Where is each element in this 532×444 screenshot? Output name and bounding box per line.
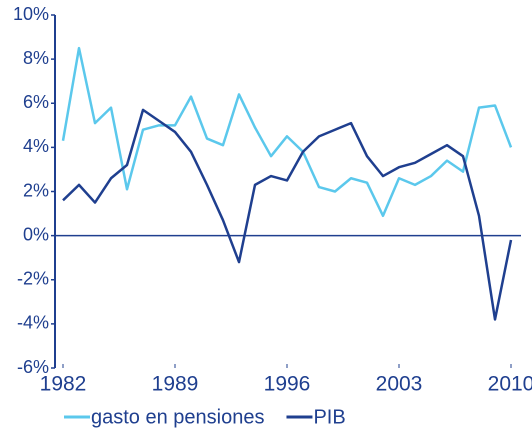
y-tick-label: -4%: [17, 313, 49, 333]
legend-label: gasto en pensiones: [91, 406, 264, 428]
line: [62, 108, 513, 321]
y-tick-label: 6%: [23, 92, 49, 112]
y-tick-label: 10%: [13, 4, 49, 24]
y-tick-label: 8%: [23, 48, 49, 68]
x-tick-label: 1982: [40, 373, 87, 396]
y-tick-label: -6%: [17, 357, 49, 377]
y-tick-label: 0%: [23, 224, 49, 244]
x-tick-label: 1989: [152, 373, 199, 396]
y-tick-label: 4%: [23, 136, 49, 156]
y-tick-label: -2%: [17, 269, 49, 289]
x-tick-label: 2003: [376, 373, 423, 396]
legend-label: PIB: [313, 406, 345, 428]
line: [61, 46, 513, 218]
y-tick-label: 2%: [23, 180, 49, 200]
x-tick-label: 2010: [488, 373, 532, 396]
x-tick-label: 1996: [264, 373, 311, 396]
